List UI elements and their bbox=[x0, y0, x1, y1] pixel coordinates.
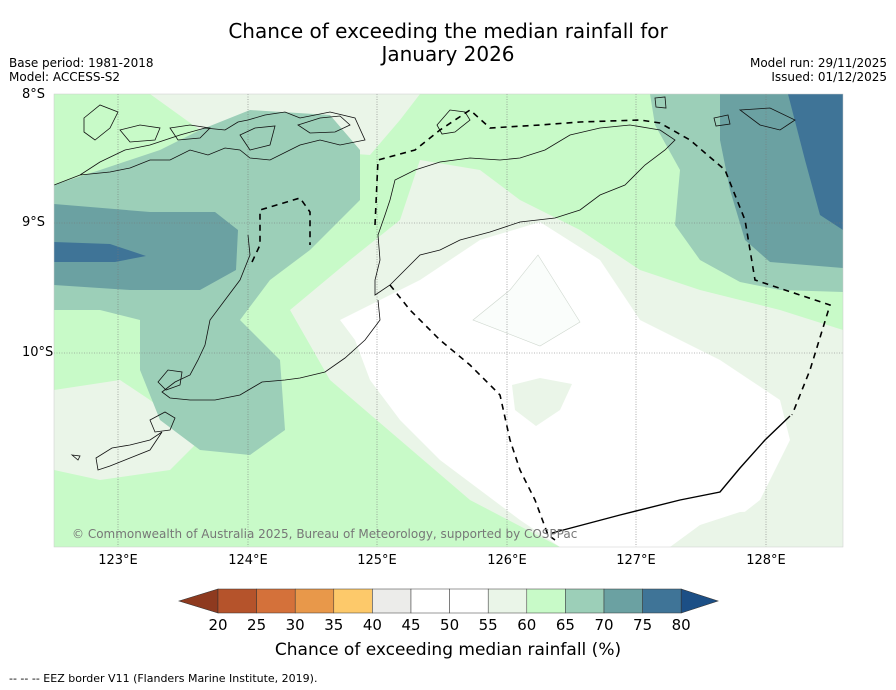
colorbar-seg-20-25 bbox=[217, 588, 257, 614]
probability-contours bbox=[54, 94, 843, 547]
eez-border-west bbox=[251, 197, 311, 263]
copyright-credit: © Commonwealth of Australia 2025, Bureau… bbox=[72, 527, 578, 541]
colorbar-seg-75-80 bbox=[642, 588, 682, 614]
colorbar-tick: 80 bbox=[671, 616, 691, 634]
band-55-60-island bbox=[512, 378, 572, 426]
colorbar-tick: 60 bbox=[517, 616, 537, 634]
band-75-80-east bbox=[788, 94, 843, 230]
lon-label-128e: 128°E bbox=[746, 553, 786, 568]
colorbar-tick: 40 bbox=[362, 616, 382, 634]
colorbar-tick: 65 bbox=[555, 616, 575, 634]
colorbar bbox=[177, 588, 719, 614]
band-45-50-core bbox=[472, 254, 581, 347]
colorbar-seg-40-45 bbox=[372, 588, 412, 614]
coastlines bbox=[54, 96, 796, 471]
base-period: Base period: 1981-2018 bbox=[9, 56, 154, 70]
colorbar-tick: 30 bbox=[285, 616, 305, 634]
colorbar-seg-25-30 bbox=[256, 588, 296, 614]
model-run: Model run: 29/11/2025 bbox=[749, 56, 887, 70]
colorbar-seg-50-55 bbox=[449, 588, 489, 614]
colorbar-max-extend bbox=[680, 588, 719, 614]
colorbar-min-extend bbox=[177, 588, 219, 614]
title-line-1: Chance of exceeding the median rainfall … bbox=[228, 19, 668, 43]
colorbar-tick: 70 bbox=[594, 616, 614, 634]
footer-eez-note: -- -- -- EEZ border V11 (Flanders Marine… bbox=[9, 672, 318, 685]
eez-border bbox=[374, 108, 831, 416]
eez-border-southeast bbox=[551, 415, 791, 534]
colorbar-seg-65-70 bbox=[565, 588, 605, 614]
lon-label-124e: 124°E bbox=[228, 553, 268, 568]
lat-label-10s: 10°S bbox=[22, 345, 54, 360]
band-70-75-west bbox=[54, 204, 238, 290]
eez-border-south bbox=[389, 284, 556, 541]
map-frame bbox=[53, 93, 844, 548]
colorbar-tick: 55 bbox=[478, 616, 498, 634]
colorbar-tick: 45 bbox=[401, 616, 421, 634]
colorbar-tick: 75 bbox=[633, 616, 653, 634]
colorbar-seg-30-35 bbox=[294, 588, 335, 614]
colorbar-tick: 50 bbox=[440, 616, 460, 634]
title-line-2: January 2026 bbox=[381, 42, 515, 66]
band-75-80-west bbox=[54, 242, 146, 262]
colorbar-seg-70-75 bbox=[603, 588, 643, 614]
lon-label-123e: 123°E bbox=[98, 553, 138, 568]
band-55-60-south bbox=[670, 510, 843, 547]
colorbar-tick: 25 bbox=[247, 616, 267, 634]
meta-right: Model run: 29/11/2025 Issued: 01/12/2025 bbox=[750, 56, 887, 84]
lat-label-9s: 9°S bbox=[22, 215, 46, 230]
lat-label-8s: 8°S bbox=[22, 87, 46, 102]
issued-date: Issued: 01/12/2025 bbox=[771, 70, 887, 84]
lon-label-127e: 127°E bbox=[616, 553, 656, 568]
model-name: Model: ACCESS-S2 bbox=[9, 70, 121, 84]
colorbar-seg-55-60 bbox=[487, 588, 528, 614]
lon-label-125e: 125°E bbox=[357, 553, 397, 568]
colorbar-label: Chance of exceeding median rainfall (%) bbox=[274, 640, 622, 660]
colorbar-seg-60-65 bbox=[526, 588, 566, 614]
colorbar-tick: 35 bbox=[324, 616, 344, 634]
colorbar-seg-45-50 bbox=[410, 588, 450, 614]
chart-title: Chance of exceeding the median rainfall … bbox=[0, 20, 896, 66]
lon-label-126e: 126°E bbox=[487, 553, 527, 568]
meta-left: Base period: 1981-2018 Model: ACCESS-S2 bbox=[9, 56, 154, 84]
colorbar-tick: 20 bbox=[208, 616, 228, 634]
colorbar-seg-35-40 bbox=[333, 588, 373, 614]
